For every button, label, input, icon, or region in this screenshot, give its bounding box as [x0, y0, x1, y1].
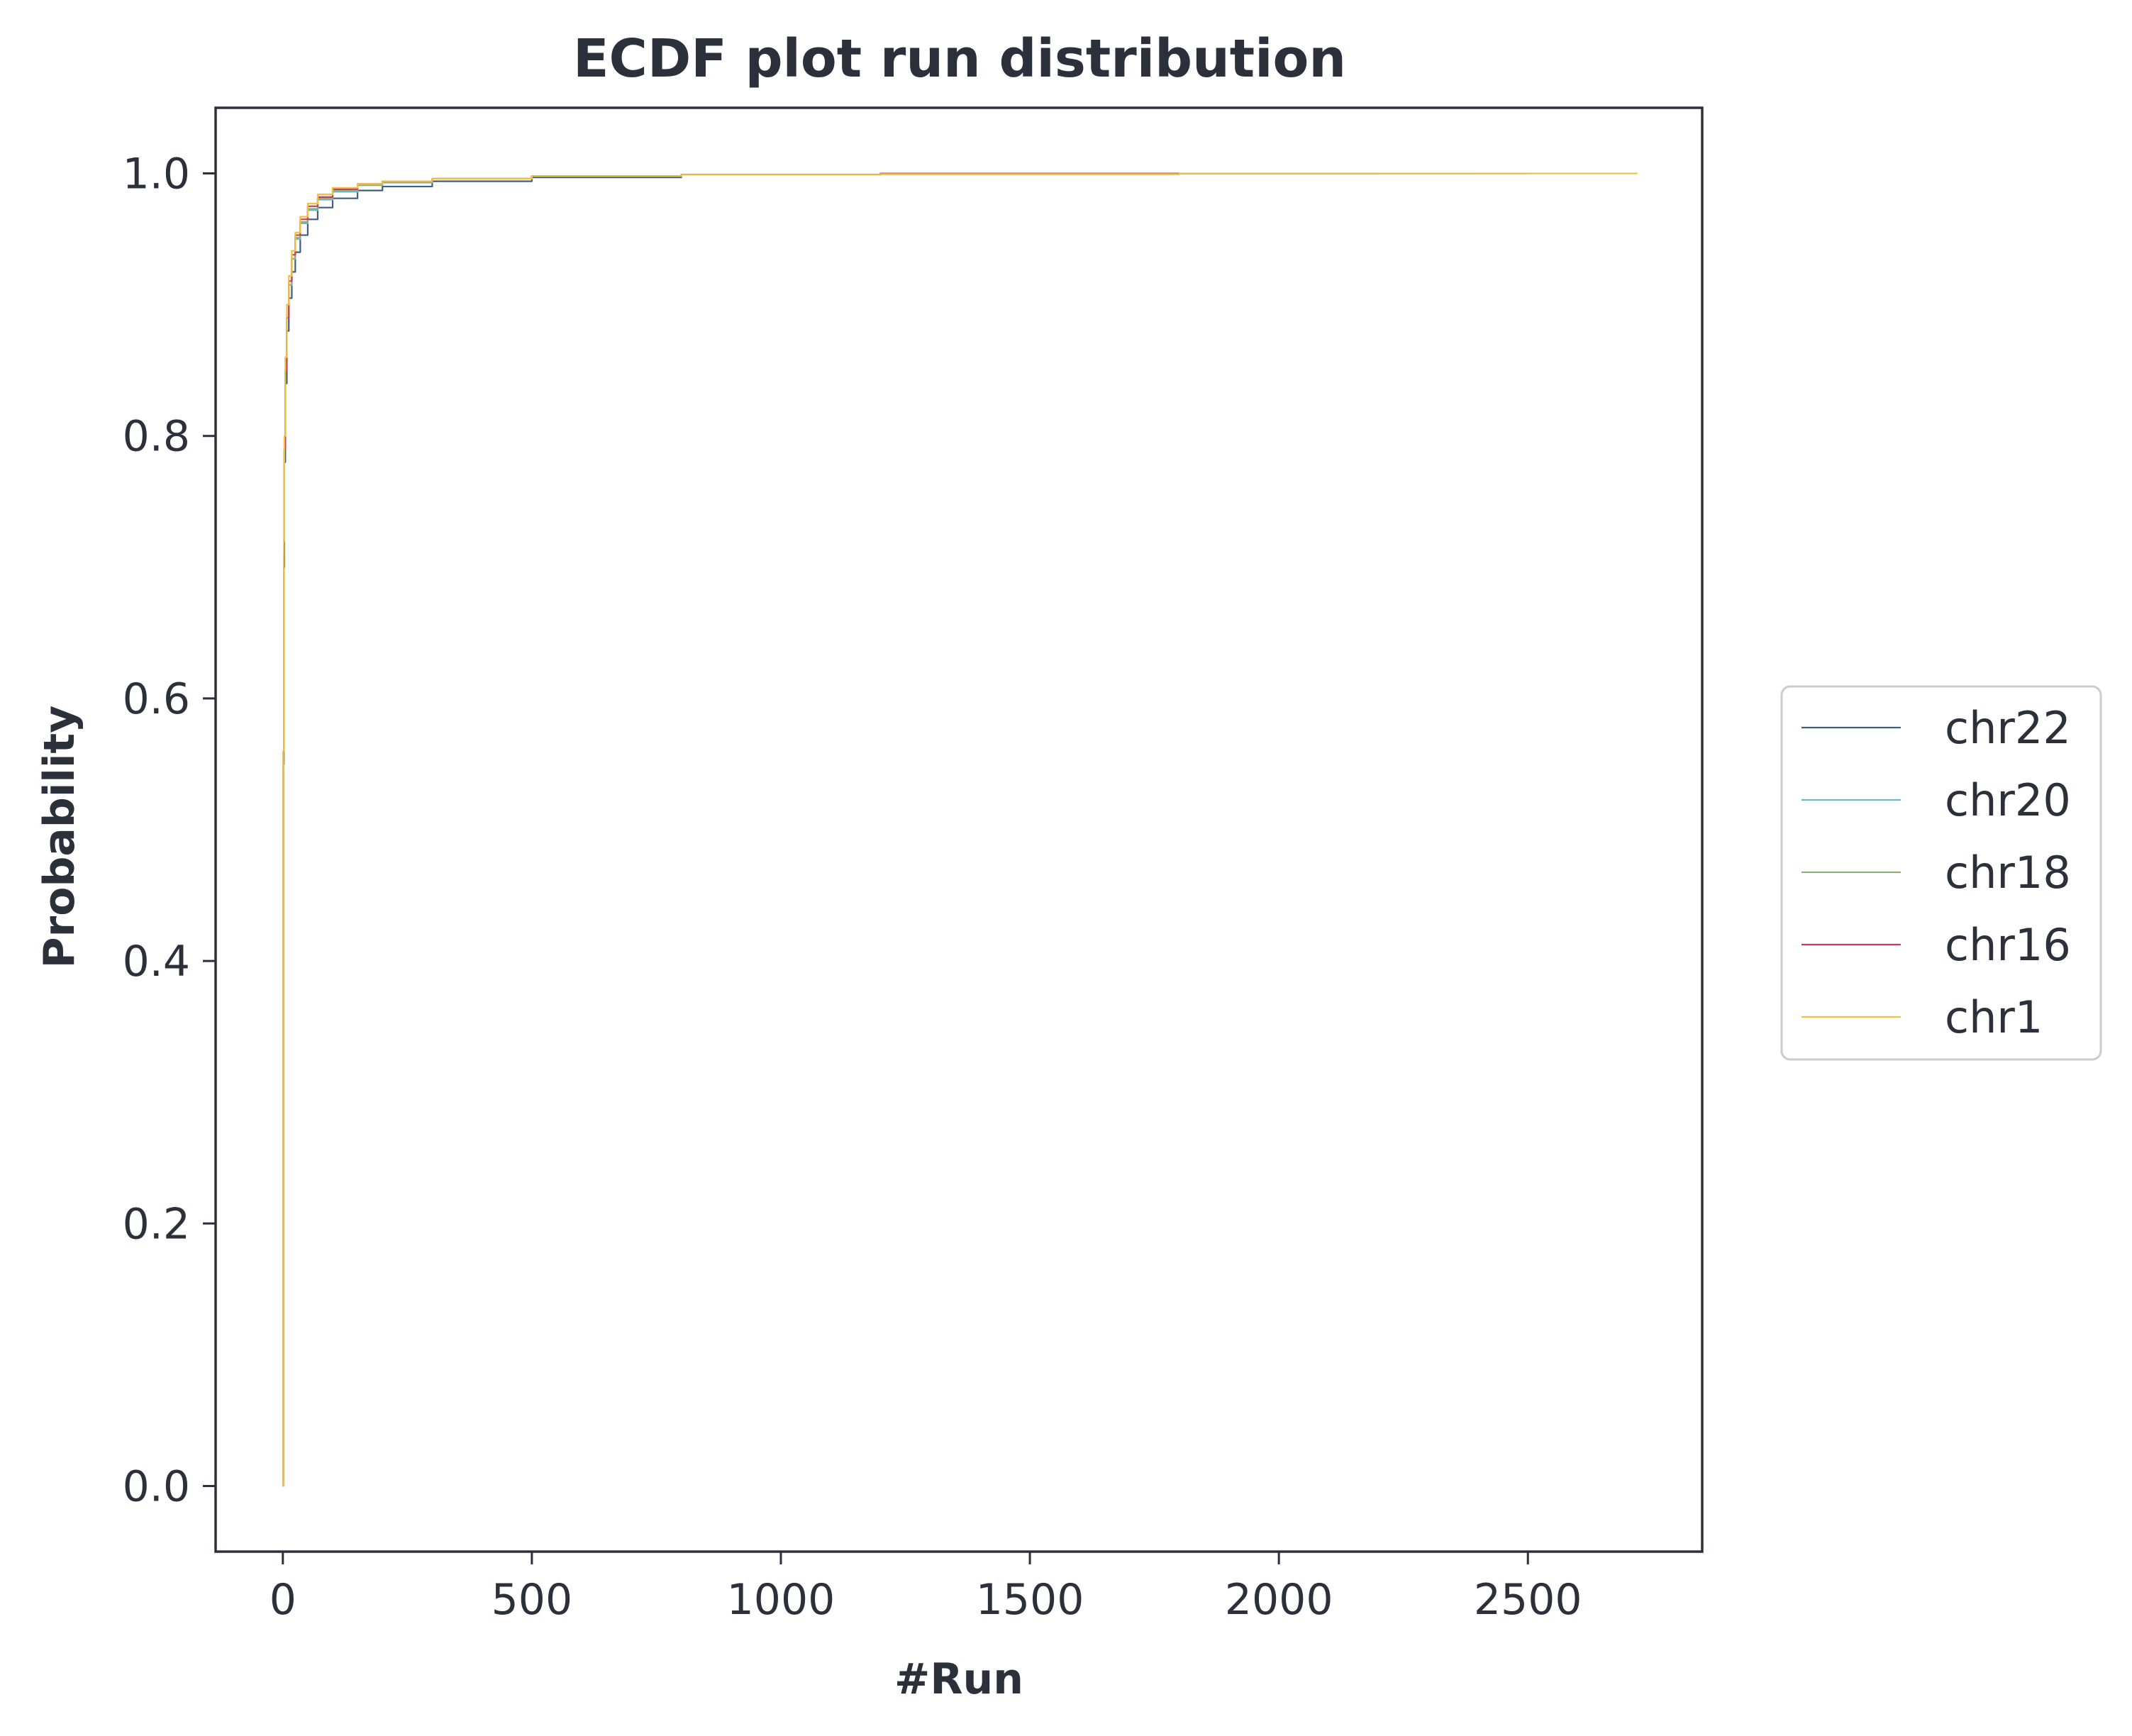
legend-box: [1780, 685, 2102, 1061]
y-tick-label: 0.2: [123, 1199, 190, 1249]
legend-label-chr1: chr1: [1945, 991, 2043, 1043]
plot-area: [282, 172, 1638, 1487]
x-tick-label: 2500: [1474, 1575, 1582, 1625]
series-line-chr18: [282, 172, 1428, 1487]
y-tick-label: 0.0: [123, 1462, 190, 1511]
x-tick-label: 500: [492, 1575, 573, 1625]
legend-label-chr18: chr18: [1945, 847, 2071, 898]
legend: chr22 chr20 chr18 chr16 chr1: [1780, 685, 2102, 1061]
legend-label-chr22: chr22: [1945, 702, 2071, 754]
x-tick-label: 1500: [976, 1575, 1084, 1625]
x-axis-label: #Run: [894, 1654, 1023, 1704]
y-tick-label: 1.0: [123, 150, 190, 199]
x-tick-label: 2000: [1225, 1575, 1333, 1625]
chart-title: ECDF plot run distribution: [573, 28, 1346, 89]
series-line-chr20: [282, 172, 1479, 1487]
series-line-chr22: [282, 172, 1528, 1487]
x-axis: 0 500 1000 1500 2000 2500: [270, 1552, 1582, 1625]
series-line-chr16: [282, 172, 1379, 1487]
legend-label-chr16: chr16: [1945, 919, 2071, 971]
legend-label-chr20: chr20: [1945, 774, 2071, 826]
y-tick-label: 0.4: [123, 937, 190, 986]
y-tick-label: 0.6: [123, 674, 190, 724]
x-tick-label: 1000: [727, 1575, 835, 1625]
y-axis: 0.0 0.2 0.4 0.6 0.8 1.0: [123, 150, 216, 1511]
y-axis-label: Probability: [35, 706, 84, 969]
x-tick-label: 0: [270, 1575, 296, 1625]
series-line-chr1: [282, 172, 1638, 1487]
y-tick-label: 0.8: [123, 412, 190, 462]
plot-frame: [214, 106, 1704, 1553]
